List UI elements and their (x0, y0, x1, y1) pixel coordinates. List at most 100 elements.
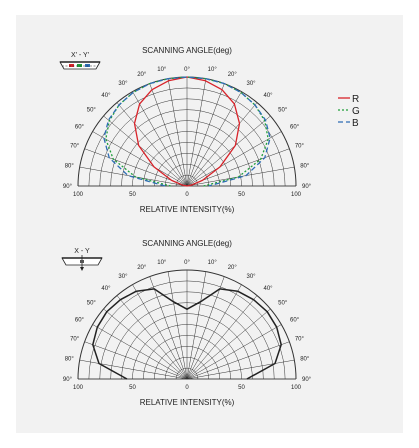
angle-tick-label: 50° (87, 108, 97, 114)
grid-spoke (186, 276, 225, 380)
grid-spoke (92, 131, 188, 187)
grid-spoke (186, 78, 207, 187)
angle-tick-label: 50° (87, 301, 97, 307)
grid-spoke (186, 308, 271, 380)
polar-charts: SCANNING ANGLE(deg) 90° 90° 80° 80° 70° 70° 60°… (59, 46, 360, 407)
axis-tag: X' - Y' (71, 52, 89, 59)
angle-tick-label: 60° (290, 125, 300, 131)
angle-tick-label: 90° (63, 184, 73, 190)
angle-tick-label: 10° (157, 67, 167, 73)
angle-tick-label: 10° (208, 260, 218, 266)
grid-spoke (116, 295, 188, 380)
polar-chart-2: SCANNING ANGLE(deg) 90° 90° 80° 80° 70° 70° 60°… (61, 239, 312, 407)
grid-spoke (186, 115, 271, 187)
angle-tick-label: 50° (278, 301, 288, 307)
grid-spoke (116, 102, 188, 187)
angle-tick-label: 20° (228, 72, 238, 78)
chip-green (77, 64, 82, 67)
grid-spoke (186, 341, 290, 380)
angle-tick-label: 40° (101, 93, 111, 99)
chart-title: SCANNING ANGLE(deg) (142, 239, 232, 248)
angle-tick-label: 30° (118, 274, 128, 280)
grid-spoke (103, 308, 188, 380)
radial-tick-label: 50 (129, 385, 136, 391)
angle-tick-label: 20° (228, 265, 238, 271)
series-line-pattern (92, 288, 282, 380)
angle-tick-label: 20° (137, 265, 147, 271)
grid-spoke (186, 295, 258, 380)
angle-tick-label: 70° (295, 143, 305, 149)
grid-spoke (186, 271, 207, 380)
legend-label-b: B (352, 118, 359, 129)
angle-tick-label: 70° (295, 336, 305, 342)
grid-spoke (84, 341, 188, 380)
grid-spoke (186, 131, 282, 187)
grid-spoke (186, 83, 225, 187)
package-icon (59, 61, 101, 70)
grid-spoke (149, 83, 188, 187)
angle-tick-label: 80° (65, 163, 75, 169)
axis-label: RELATIVE INTENSITY(%) (140, 205, 235, 214)
radial-tick-label: 0 (185, 385, 189, 391)
figure-panel: SCANNING ANGLE(deg) 90° 90° 80° 80° 70° 70° 60°… (16, 15, 403, 433)
chip (80, 260, 84, 263)
arrow-icon (80, 267, 84, 271)
radial-tick-label: 100 (291, 385, 302, 391)
grid-spoke (186, 284, 242, 380)
angle-tick-label: 80° (65, 356, 75, 362)
grid-spoke (79, 359, 188, 380)
chip-blue (85, 64, 90, 67)
legend: RGB (338, 94, 360, 129)
grid-spoke (92, 324, 188, 380)
angle-tick-label: 90° (302, 377, 312, 383)
radial-tick-label: 50 (238, 385, 245, 391)
angle-tick-label: 0° (184, 67, 190, 73)
polar-chart-1: SCANNING ANGLE(deg) 90° 90° 80° 80° 70° 70° 60°… (59, 46, 360, 214)
grid-spoke (186, 359, 295, 380)
angle-tick-label: 0° (184, 260, 190, 266)
radial-tick-label: 100 (73, 192, 84, 198)
angle-tick-label: 30° (118, 81, 128, 87)
grid-spoke (167, 78, 188, 187)
radial-tick-label: 100 (291, 192, 302, 198)
chart-title: SCANNING ANGLE(deg) (142, 46, 232, 55)
angle-tick-label: 40° (101, 286, 111, 292)
angle-tick-label: 60° (75, 318, 85, 324)
chip-red (69, 64, 74, 67)
angle-tick-label: 70° (70, 336, 80, 342)
angle-tick-label: 80° (300, 163, 310, 169)
grid-spoke (103, 115, 188, 187)
angle-tick-label: 10° (157, 260, 167, 266)
angle-tick-label: 30° (247, 81, 257, 87)
angle-tick-label: 40° (263, 93, 273, 99)
angle-tick-label: 20° (137, 72, 147, 78)
angle-tick-label: 60° (75, 125, 85, 131)
grid-spoke (186, 91, 242, 187)
angle-tick-label: 90° (63, 377, 73, 383)
angle-tick-label: 40° (263, 286, 273, 292)
series-line-r (133, 76, 241, 187)
radial-tick-label: 100 (73, 385, 84, 391)
grid-spoke (186, 324, 282, 380)
grid-spoke (186, 102, 258, 187)
grid-spoke (167, 271, 188, 380)
legend-label-r: R (352, 94, 359, 105)
grid-spoke (132, 91, 188, 187)
axis-tag: X - Y (74, 248, 90, 255)
legend-label-g: G (352, 106, 360, 117)
package-icon (61, 255, 103, 271)
grid-spoke (132, 284, 188, 380)
angle-tick-label: 50° (278, 108, 288, 114)
angle-tick-label: 70° (70, 143, 80, 149)
angle-tick-label: 10° (208, 67, 218, 73)
angle-tick-label: 80° (300, 356, 310, 362)
angle-tick-label: 90° (302, 184, 312, 190)
radial-tick-label: 50 (129, 192, 136, 198)
angle-tick-label: 30° (247, 274, 257, 280)
angle-tick-label: 60° (290, 318, 300, 324)
radial-tick-label: 50 (238, 192, 245, 198)
series-line-b (103, 76, 271, 187)
grid-spoke (149, 276, 188, 380)
axis-label: RELATIVE INTENSITY(%) (140, 398, 235, 407)
radial-tick-label: 0 (185, 192, 189, 198)
